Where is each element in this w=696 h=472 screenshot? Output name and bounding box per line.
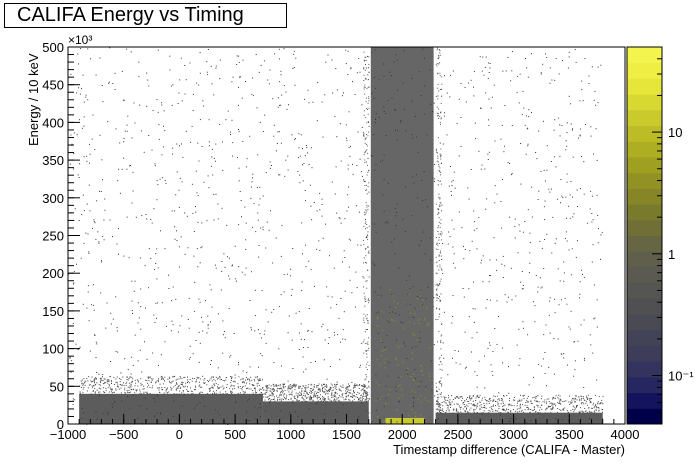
color-scale-step [627, 376, 662, 394]
color-scale-step [627, 62, 662, 79]
color-scale-step [627, 156, 662, 174]
color-scale-step [627, 125, 662, 142]
x-tick-label: 1500 [332, 427, 361, 442]
color-scale-tick-label: 1 [668, 247, 675, 262]
color-scale-step [627, 109, 662, 127]
x-tick-label: 1000 [276, 427, 305, 442]
color-scale-step [627, 204, 662, 221]
y-tick-label: 150 [42, 304, 64, 319]
color-scale-step [627, 235, 662, 252]
x-tick-label: 3500 [555, 427, 584, 442]
color-scale-step [627, 172, 662, 189]
color-scale-step [627, 251, 662, 268]
x-tick-label: −1000 [50, 427, 87, 442]
density-region-5 [68, 47, 603, 425]
color-scale-step [627, 298, 662, 315]
color-scale-step [627, 408, 662, 425]
y-axis: 0 50 100 150 200 250 300 350 400 450 500 [42, 40, 80, 432]
color-scale-frame [626, 46, 663, 425]
y-tick-label: 50 [50, 379, 64, 394]
color-scale-step [627, 392, 662, 409]
color-scale-step [627, 141, 662, 158]
color-scale-tick-label: 10⁻¹ [668, 369, 694, 384]
y-tick-label: 200 [42, 266, 64, 281]
plot-frame [67, 46, 626, 425]
x-axis: −1000 −500 0 500 1000 1500 2000 2500 3000 3500 400… [50, 414, 640, 442]
y-tick-label: 400 [42, 115, 64, 130]
color-scale-bar [626, 46, 663, 425]
x-axis-label: Timestamp difference (CALIFA - Master) [393, 442, 625, 457]
x-tick-label: 2000 [388, 427, 417, 442]
density-region-3 [435, 394, 604, 424]
y-tick-label: 100 [42, 342, 64, 357]
density-region-4 [385, 417, 425, 424]
x-tick-label: 3000 [499, 427, 528, 442]
color-scale-tick-label: 10 [668, 125, 682, 140]
y-axis-label: Energy / 10 keV [26, 53, 41, 146]
color-scale-axis: 10 1 10⁻¹ [652, 46, 694, 425]
y-tick-label: 450 [42, 78, 64, 93]
x-tick-label: 2500 [443, 427, 472, 442]
density-region-1 [79, 375, 264, 424]
y-multiplier-label: ×10³ [68, 33, 92, 47]
color-scale-step [627, 345, 662, 362]
density-region-2 [262, 383, 370, 424]
x-tick-label: 500 [224, 427, 246, 442]
y-tick-label: 250 [42, 229, 64, 244]
y-tick-label: 300 [42, 191, 64, 206]
y-tick-label: 350 [42, 153, 64, 168]
x-tick-label: 4000 [611, 427, 640, 442]
color-scale-step [627, 47, 662, 64]
color-scale-step [627, 314, 662, 331]
x-tick-label: −500 [109, 427, 138, 442]
color-scale-step [627, 282, 662, 299]
color-scale-step [627, 219, 662, 236]
color-scale-step [627, 78, 662, 95]
y-tick-label: 0 [57, 417, 64, 432]
chart-title: CALIFA Energy vs Timing [4, 3, 287, 28]
color-scale-step [627, 94, 662, 111]
color-scale-step [627, 361, 662, 378]
y-tick-label: 500 [42, 40, 64, 55]
color-scale-step [627, 188, 662, 205]
color-scale-step [627, 266, 662, 284]
color-scale-step [627, 329, 662, 346]
histogram-cells [68, 47, 604, 425]
x-tick-label: 0 [176, 427, 183, 442]
